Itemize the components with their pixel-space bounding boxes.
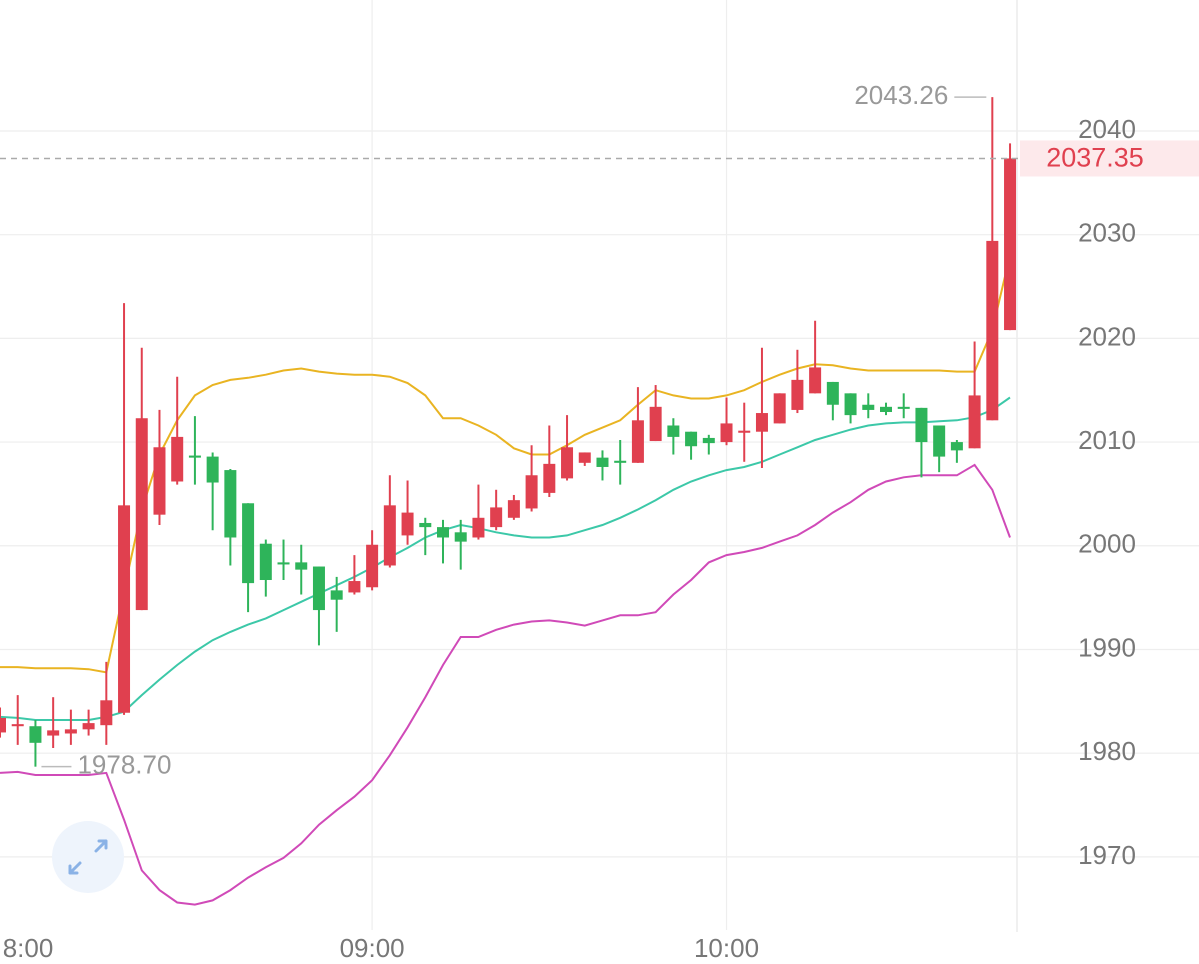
candle-body bbox=[720, 423, 733, 443]
candle-body bbox=[862, 404, 875, 410]
candle-body bbox=[578, 452, 591, 463]
candle-body bbox=[188, 455, 201, 458]
candle-body bbox=[419, 522, 432, 528]
candle-body bbox=[259, 543, 272, 581]
candle-body bbox=[915, 407, 928, 443]
x-tick-label: 10:00 bbox=[694, 933, 759, 963]
candle-body bbox=[153, 447, 166, 515]
candle-body bbox=[543, 463, 556, 493]
candle-body bbox=[437, 527, 449, 538]
x-tick-label: 09:00 bbox=[340, 933, 405, 963]
candle-body bbox=[64, 729, 77, 734]
candle-body bbox=[224, 470, 237, 538]
y-tick-label: 2010 bbox=[1078, 425, 1136, 455]
min-label: 1978.70 bbox=[77, 750, 171, 780]
candle-body bbox=[29, 726, 42, 743]
y-tick-label: 1980 bbox=[1078, 736, 1136, 766]
candle-body bbox=[490, 507, 503, 528]
candle-body bbox=[791, 379, 804, 410]
candle-body bbox=[454, 532, 467, 542]
candle-body bbox=[738, 430, 751, 433]
candle-body bbox=[0, 717, 6, 733]
y-tick-label: 2000 bbox=[1078, 529, 1136, 559]
candle-layer bbox=[0, 97, 1017, 767]
candle-body bbox=[1004, 158, 1017, 331]
last-price-label: 2037.35 bbox=[1046, 143, 1144, 173]
candle-body bbox=[118, 505, 131, 713]
candle-body bbox=[667, 425, 680, 437]
last-price-tag bbox=[1020, 140, 1199, 177]
candle-body bbox=[100, 700, 113, 726]
candle-body bbox=[366, 544, 379, 588]
candle-body bbox=[950, 442, 963, 451]
candle-body bbox=[631, 420, 644, 463]
candle-body bbox=[525, 475, 538, 509]
candle-body bbox=[383, 505, 396, 566]
band-line bbox=[0, 255, 1011, 674]
candle-body bbox=[755, 413, 768, 432]
expand-button-bg[interactable] bbox=[52, 821, 124, 893]
candle-body bbox=[702, 437, 715, 444]
candle-body bbox=[933, 425, 946, 457]
candle-body bbox=[685, 431, 698, 447]
candle-body bbox=[773, 393, 786, 424]
label-layer: 1970 1980 1990 2000 2010 2020 2030 2040 8:00 09:0… bbox=[0, 80, 1199, 963]
candle-body bbox=[826, 381, 839, 405]
y-tick-label: 1970 bbox=[1078, 840, 1136, 870]
candle-body bbox=[11, 724, 24, 727]
candle-body bbox=[171, 436, 184, 482]
candle-body bbox=[614, 460, 627, 463]
candle-body bbox=[809, 367, 822, 394]
candle-body bbox=[135, 418, 148, 611]
candle-body bbox=[968, 395, 981, 449]
candle-body bbox=[242, 503, 255, 584]
expand-button[interactable] bbox=[52, 821, 124, 893]
candle-body bbox=[277, 562, 290, 565]
candle-body bbox=[472, 517, 485, 538]
candle-body bbox=[330, 590, 343, 600]
band-line bbox=[0, 463, 1011, 906]
candle-body bbox=[897, 406, 910, 409]
candle-body bbox=[596, 457, 609, 467]
y-tick-label: 2020 bbox=[1078, 321, 1136, 351]
candle-body bbox=[82, 723, 95, 730]
candle-body bbox=[401, 512, 414, 536]
candle-body bbox=[47, 730, 60, 736]
candle-body bbox=[844, 393, 857, 416]
y-tick-label: 1990 bbox=[1078, 632, 1136, 662]
candle-body bbox=[206, 456, 219, 483]
candle-body bbox=[561, 447, 574, 479]
candle-body bbox=[312, 566, 325, 611]
candle-body bbox=[295, 562, 308, 570]
y-tick-label: 2040 bbox=[1078, 114, 1136, 144]
y-tick-label: 2030 bbox=[1078, 218, 1136, 248]
expand-icon[interactable] bbox=[68, 839, 108, 875]
candle-body bbox=[507, 500, 520, 518]
band-line bbox=[0, 396, 1011, 721]
max-label: 2043.26 bbox=[854, 80, 948, 110]
band-layer bbox=[0, 255, 1011, 906]
candle-body bbox=[649, 406, 662, 442]
candle-body bbox=[348, 581, 361, 593]
x-tick-label: 8:00 bbox=[3, 933, 54, 963]
candle-body bbox=[986, 240, 999, 421]
candle-body bbox=[880, 406, 892, 413]
